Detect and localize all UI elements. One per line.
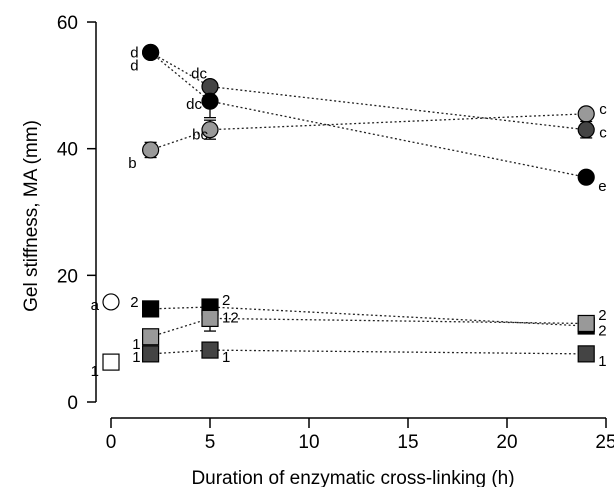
x-tick-label: 20 [496, 432, 517, 453]
error-bars [105, 49, 593, 365]
data-point-square [142, 328, 160, 346]
markers [102, 43, 595, 371]
y-tick-label: 60 [57, 13, 78, 34]
data-label: d [130, 44, 138, 61]
data-point-circle [577, 168, 595, 186]
x-tick-label: 15 [397, 432, 418, 453]
data-label: 1 [91, 363, 99, 380]
data-point-circle [102, 293, 120, 311]
x-tick-label: 0 [106, 432, 117, 453]
y-tick-label: 40 [57, 140, 78, 161]
data-point-square [577, 314, 595, 333]
data-label: c [599, 125, 607, 142]
data-point-circle [142, 43, 160, 62]
data-point-circle [577, 105, 595, 123]
data-label: d [130, 57, 138, 74]
series-line [150, 51, 587, 178]
data-point-square [201, 309, 219, 328]
data-point-square [102, 353, 120, 371]
data-label: 2 [598, 322, 606, 339]
data-label: 1 [598, 353, 606, 370]
y-tick-label: 0 [67, 393, 78, 414]
x-tick-label: 10 [298, 432, 319, 453]
data-label: a [91, 297, 100, 314]
data-point-square [142, 345, 160, 363]
data-label: 2 [130, 294, 138, 311]
data-label: dc [186, 96, 202, 113]
data-point-square [142, 300, 160, 318]
y-ticks: 0 20 40 60 [57, 13, 96, 414]
data-label: 2 [222, 292, 230, 309]
data-label: e [598, 178, 606, 195]
data-label: 1 [222, 349, 230, 366]
data-label: dc [191, 66, 207, 83]
x-ticks: 0 5 10 15 20 25 [106, 418, 614, 453]
data-point-square [201, 341, 219, 359]
data-label: c [599, 101, 607, 118]
data-point-circle [142, 141, 160, 159]
data-label: 1 [132, 336, 140, 353]
data-label: 1 [132, 349, 140, 366]
x-axis-title: Duration of enzymatic cross-linking (h) [191, 468, 514, 487]
data-label: 12 [222, 309, 239, 326]
data-label: bc [192, 127, 208, 144]
y-tick-label: 20 [57, 266, 78, 287]
data-point-square [577, 345, 595, 363]
y-axis-title: Gel stiffness, MA (mm) [21, 120, 42, 312]
x-tick-label: 5 [205, 432, 216, 453]
data-point-circle [201, 121, 219, 139]
x-tick-label: 25 [595, 432, 614, 453]
data-point-circle [577, 121, 595, 139]
data-label: 2 [598, 307, 606, 324]
data-label: b [128, 155, 136, 172]
data-point-circle [201, 92, 219, 110]
